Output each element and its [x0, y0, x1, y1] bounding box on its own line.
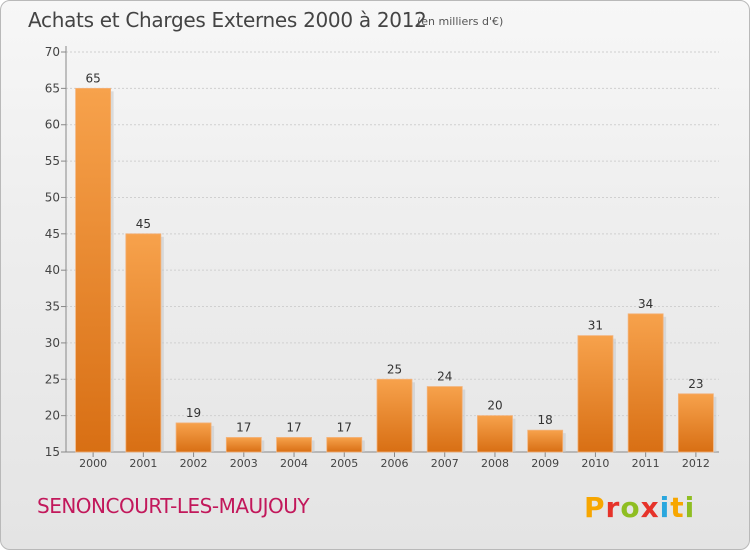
x-tick-label: 2005 — [330, 457, 358, 470]
y-tick-label: 30 — [45, 336, 60, 350]
data-label: 20 — [487, 399, 502, 413]
y-tick-label: 35 — [45, 300, 60, 314]
data-label: 17 — [337, 420, 352, 434]
bar — [627, 313, 664, 453]
bar — [125, 233, 162, 453]
y-tick-label: 20 — [45, 409, 60, 423]
logo-letter: x — [640, 491, 660, 524]
x-tick-label: 2009 — [531, 457, 559, 470]
x-tick-label: 2001 — [129, 457, 157, 470]
logo-letter: o — [620, 491, 641, 524]
y-tick-label: 40 — [45, 263, 60, 277]
y-tick-label: 50 — [45, 190, 60, 204]
logo-letter: t — [670, 491, 685, 524]
x-tick-label: 2011 — [632, 457, 660, 470]
proxiti-logo: Proxiti — [584, 491, 695, 524]
chart-title: Achats et Charges Externes 2000 à 2012 — [28, 8, 427, 32]
bar — [527, 429, 564, 453]
bar — [75, 87, 112, 453]
data-label: 18 — [538, 413, 553, 427]
y-tick-label: 15 — [45, 445, 60, 459]
bars — [75, 87, 717, 453]
bar — [225, 437, 262, 453]
bar — [175, 422, 212, 453]
commune-name: SENONCOURT-LES-MAUJOUY — [37, 494, 310, 518]
y-tick-label: 65 — [45, 81, 60, 95]
logo-letter: i — [684, 491, 696, 524]
chart-subtitle: (en milliers d'€) — [417, 15, 504, 28]
logo-letter: P — [584, 491, 606, 524]
data-label: 19 — [186, 406, 201, 420]
bar — [677, 393, 714, 453]
data-label: 24 — [437, 370, 452, 384]
data-label: 17 — [286, 420, 301, 434]
tick-labels: 15 20 25 30 35 40 45 50 55 60 65 70 2000 2001 2002 2003… — [45, 45, 710, 470]
x-tick-label: 2000 — [79, 457, 107, 470]
x-tick-label: 2010 — [581, 457, 609, 470]
logo-letter: i — [659, 491, 671, 524]
bar — [426, 386, 463, 453]
x-tick-label: 2008 — [481, 457, 509, 470]
bar — [326, 437, 363, 453]
y-tick-label: 25 — [45, 372, 60, 386]
data-label: 31 — [588, 319, 603, 333]
bar — [577, 335, 614, 453]
y-tick-label: 45 — [45, 227, 60, 241]
data-label: 25 — [387, 362, 402, 376]
data-label: 23 — [688, 377, 703, 391]
x-tick-label: 2012 — [682, 457, 710, 470]
data-label: 17 — [236, 420, 251, 434]
bar — [276, 437, 312, 453]
x-tick-label: 2003 — [230, 457, 258, 470]
data-label: 34 — [638, 297, 653, 311]
data-label: 45 — [136, 217, 151, 231]
bar — [477, 415, 513, 453]
x-tick-label: 2004 — [280, 457, 308, 470]
logo-letter: r — [605, 491, 621, 524]
data-label: 65 — [85, 71, 100, 85]
y-tick-label: 55 — [45, 154, 60, 168]
data-labels: 65 45 19 17 17 17 25 24 20 18 31 34 23 — [85, 71, 703, 434]
bar — [376, 378, 413, 453]
x-tick-label: 2002 — [180, 457, 208, 470]
x-tick-label: 2007 — [431, 457, 459, 470]
x-tick-label: 2006 — [381, 457, 409, 470]
y-tick-label: 60 — [45, 118, 60, 132]
y-tick-label: 70 — [45, 45, 60, 59]
